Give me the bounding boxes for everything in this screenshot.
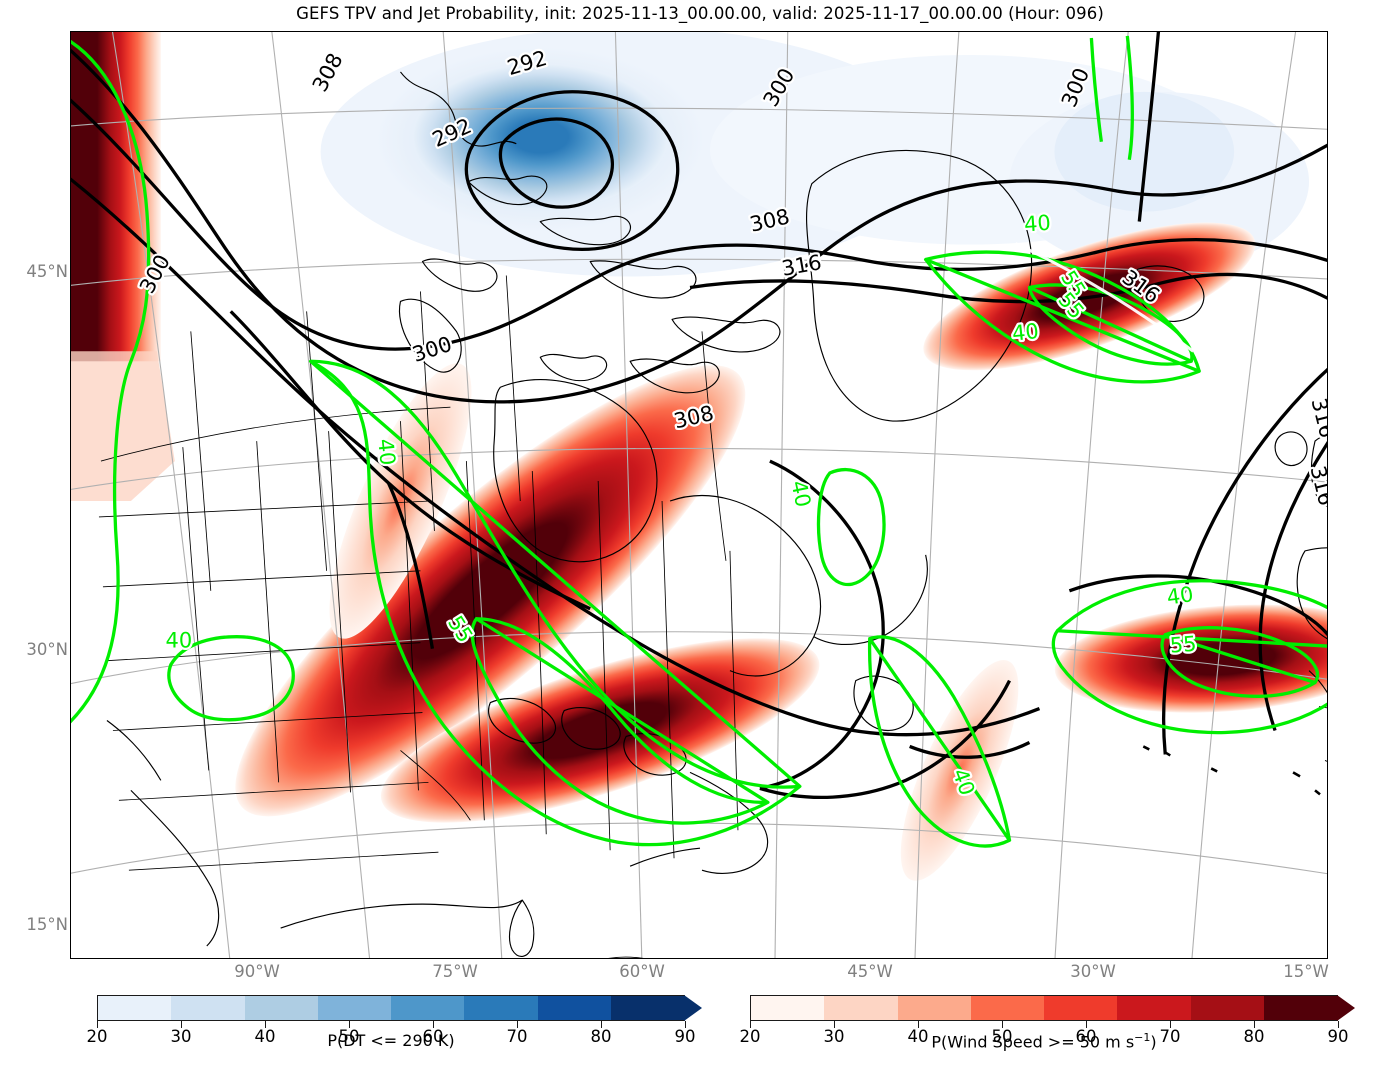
colorbar-tick-label: 40	[907, 1027, 929, 1046]
colorbar-tick-label: 30	[823, 1027, 845, 1046]
colorbar-tick	[1170, 1021, 1171, 1028]
colorbar-tick	[349, 1021, 350, 1028]
lat-tick-label: 45°N	[26, 262, 68, 281]
colorbar-tick	[834, 1021, 835, 1028]
colorbar-segment	[897, 996, 971, 1020]
lon-tick-label: 30°W	[1070, 962, 1116, 981]
colorbar-tick-label: 70	[1159, 1027, 1181, 1046]
colorbar-tick	[750, 1021, 751, 1028]
colorbar-gradient	[97, 994, 702, 1021]
colorbar-tick	[918, 1021, 919, 1028]
colorbar-segment	[391, 996, 465, 1020]
coastlines	[106, 71, 1327, 958]
colorbar-tick-label: 20	[86, 1027, 108, 1046]
colorbar-tick-label: 80	[590, 1027, 612, 1046]
colorbar-tick	[181, 1021, 182, 1028]
colorbar-tick	[1338, 1021, 1339, 1028]
colorbar-segment	[464, 996, 538, 1020]
colorbar-tpv: 20 30 40 50 60 70 80 90 P(DT <= 290 K)	[87, 994, 702, 1050]
political-borders	[98, 275, 1327, 871]
colorbar-tick-label: 50	[338, 1027, 360, 1046]
map-panel[interactable]: 308 292 292 300 300 308 316 300 300 308 316 316 316 …	[70, 31, 1328, 959]
colorbar-tick-label: 30	[170, 1027, 192, 1046]
jet-axis-line	[1014, 242, 1195, 353]
colorbar-tick-label: 70	[506, 1027, 528, 1046]
contour-label: 40	[1023, 211, 1051, 237]
colorbar-segment	[1190, 996, 1264, 1020]
colorbar-extend-arrow	[684, 994, 702, 1021]
colorbar-tick-label: 60	[422, 1027, 444, 1046]
lat-tick-label: 30°N	[26, 640, 68, 659]
lon-tick-label: 60°W	[619, 962, 665, 981]
colorbar-tick	[1086, 1021, 1087, 1028]
colorbar-gradient	[750, 994, 1355, 1021]
contour-label: 55	[1169, 632, 1197, 658]
colorbar-tick	[517, 1021, 518, 1028]
lon-tick-label: 15°W	[1283, 962, 1329, 981]
colorbar-tick-label: 60	[1075, 1027, 1097, 1046]
lat-tick-label: 15°N	[26, 915, 68, 934]
contour-label: 40	[373, 437, 400, 466]
colorbar-tick	[1002, 1021, 1003, 1028]
colorbar-jet: 20 30 40 50 60 70 80 90 P(Wind Speed >= 50 m s−1…	[740, 994, 1355, 1051]
colorbar-ticks: 20 30 40 50 60 70 80 90	[87, 1021, 696, 1046]
colorbar-tick-label: 80	[1243, 1027, 1265, 1046]
colorbar-caption: P(Wind Speed >= 50 m s−1)	[931, 1031, 1157, 1052]
colorbar-tick-label: 20	[739, 1027, 761, 1046]
contour-label: 40	[1165, 582, 1195, 609]
colorbar-tick	[601, 1021, 602, 1028]
page-title: GEFS TPV and Jet Probability, init: 2025…	[296, 4, 1104, 23]
colorbar-segment	[1263, 996, 1337, 1020]
colorbar-extend-arrow	[1337, 994, 1355, 1021]
colorbar-tick-label: 50	[991, 1027, 1013, 1046]
colorbar-ticks: 20 30 40 50 60 70 80 90	[740, 1021, 1349, 1046]
colorbar-tick	[1254, 1021, 1255, 1028]
colorbar-caption: P(DT <= 290 K)	[327, 1031, 455, 1050]
colorbar-tick	[433, 1021, 434, 1028]
contour-label: 40	[1011, 319, 1040, 346]
colorbar-segment	[610, 996, 684, 1020]
colorbar-segment	[537, 996, 611, 1020]
lon-tick-label: 45°W	[847, 962, 893, 981]
colorbar-segment	[171, 996, 245, 1020]
jet-probability-contours	[71, 35, 1327, 848]
colorbar-tick	[97, 1021, 98, 1028]
colorbar-segment	[244, 996, 318, 1020]
colorbar-tick-label: 90	[1327, 1027, 1349, 1046]
colorbar-segment	[970, 996, 1044, 1020]
colorbar-segment	[824, 996, 898, 1020]
lon-tick-label: 90°W	[234, 962, 280, 981]
colorbar-tick	[265, 1021, 266, 1028]
colorbar-tick-label: 40	[254, 1027, 276, 1046]
contour-label: 40	[165, 629, 192, 653]
dt-theta-contours	[71, 32, 1327, 799]
colorbar-segment	[317, 996, 391, 1020]
colorbar-segment	[98, 996, 172, 1020]
colorbar-tick-label: 90	[674, 1027, 696, 1046]
colorbar-segment	[1117, 996, 1191, 1020]
colorbar-segment	[751, 996, 825, 1020]
colorbar-segment	[1044, 996, 1118, 1020]
colorbar-tick	[685, 1021, 686, 1028]
lon-tick-label: 75°W	[432, 962, 478, 981]
